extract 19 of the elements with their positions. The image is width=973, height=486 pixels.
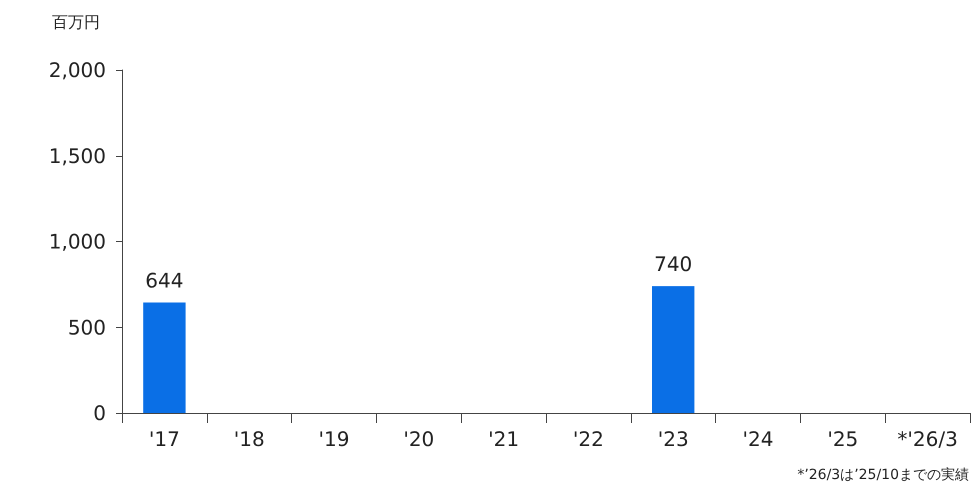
- y-axis-title: 百万円: [52, 12, 100, 32]
- text: *’26/3は’25/10までの実績: [797, 467, 970, 483]
- x-tick-label: '21: [488, 427, 520, 451]
- y-tick-label: 500: [68, 315, 106, 340]
- data-label: 740: [654, 252, 692, 276]
- x-tick-label: *'26/3: [897, 427, 958, 451]
- x-tick-label: '24: [742, 427, 774, 451]
- data-label: 644: [145, 268, 184, 293]
- x-tick-label: '18: [234, 427, 265, 451]
- x-tick-label: '17: [148, 427, 180, 451]
- x-tick-label: '25: [827, 427, 858, 451]
- y-tick-label: 0: [93, 401, 106, 425]
- y-tick-label: 2,000: [48, 58, 106, 82]
- y-tick-label: 1,500: [48, 144, 106, 168]
- x-tick-label: '22: [572, 427, 604, 451]
- y-tick-label: 1,000: [48, 230, 106, 254]
- x-tick-label: '23: [658, 427, 689, 451]
- x-tick-label: '20: [403, 427, 434, 451]
- x-tick-label: '19: [318, 427, 350, 451]
